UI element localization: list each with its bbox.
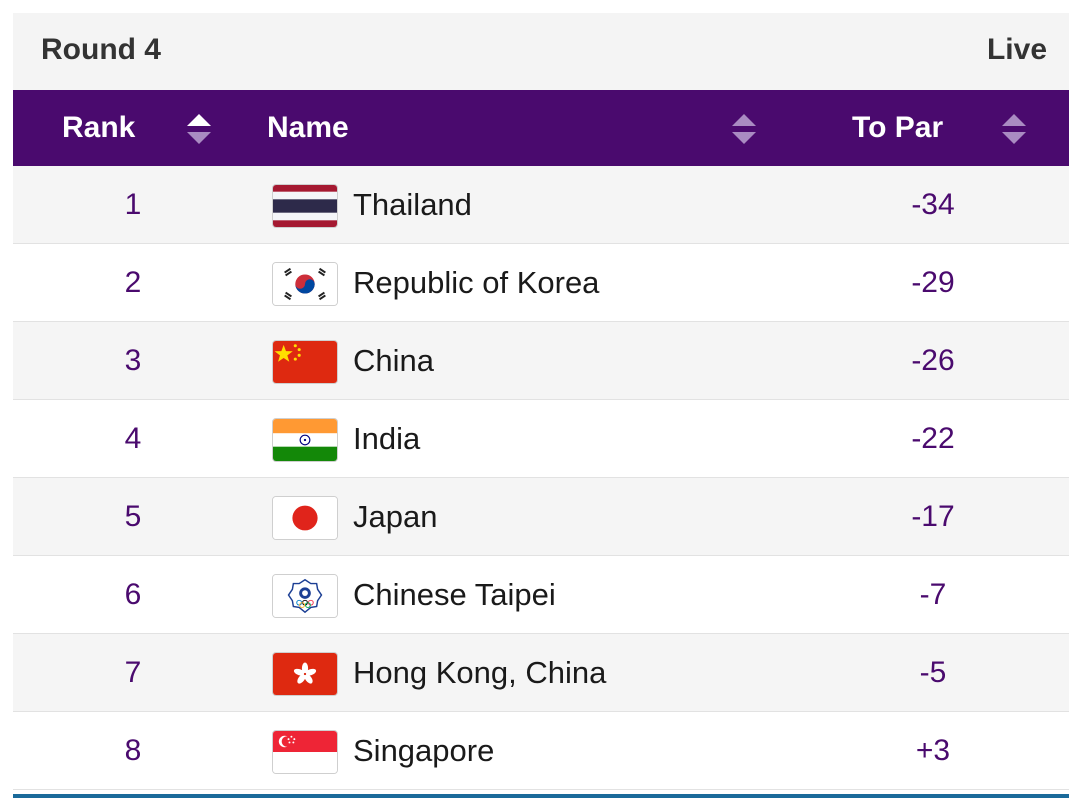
table-row[interactable]: 4 India -22 [13,400,1069,478]
table-row[interactable]: 7 Hong Kong, China -5 [13,634,1069,712]
rank-column-header[interactable]: Rank [62,111,136,144]
rank-cell: 5 [124,500,142,533]
rank-cell: 2 [124,266,142,299]
rank-cell: 6 [124,578,142,611]
to-par-cell: -5 [919,656,947,689]
to-par-cell: -29 [911,266,955,299]
japan-flag-icon [272,496,338,540]
table-row[interactable]: 5 Japan -17 [13,478,1069,556]
team-name: China [353,343,434,378]
team-name: Republic of Korea [353,265,600,300]
to-par-cell: -7 [919,578,947,611]
table-header: Rank Name To Par [13,90,1069,166]
rank-sort-icon[interactable] [185,112,213,146]
to-par-cell: -26 [911,344,955,377]
rank-cell: 7 [124,656,142,689]
to-par-cell: +3 [915,734,951,767]
table-body: 1 Thailand -34 2 [13,166,1069,790]
india-flag-icon [272,418,338,462]
team-name: Singapore [353,733,495,768]
table-row[interactable]: 3 China -26 [13,322,1069,400]
table-row[interactable]: 8 Singapore +3 [13,712,1069,790]
rank-cell: 8 [124,734,142,767]
thailand-flag-icon [272,184,338,228]
table-bottom-rule [13,794,1069,798]
team-name: Hong Kong, China [353,655,607,690]
korea-flag-icon [272,262,338,306]
hong-kong-flag-icon [272,652,338,696]
to-par-cell: -34 [911,188,955,221]
team-name: Chinese Taipei [353,577,556,612]
name-column-header[interactable]: Name [267,111,349,144]
singapore-flag-icon [272,730,338,774]
team-name: Japan [353,499,438,534]
table-row[interactable]: 2 R [13,244,1069,322]
round-bar: Round 4 Live [13,13,1069,90]
rank-cell: 3 [124,344,142,377]
rank-cell: 1 [124,188,142,221]
table-row[interactable]: 6 Chinese Taipei -7 [13,556,1069,634]
rank-cell: 4 [124,422,142,455]
to-par-cell: -17 [911,500,955,533]
team-name: Thailand [353,187,472,222]
live-status: Live [986,33,1047,66]
table-row[interactable]: 1 Thailand -34 [13,166,1069,244]
round-title: Round 4 [41,33,161,66]
to-par-sort-icon[interactable] [1000,112,1028,146]
china-flag-icon [272,340,338,384]
to-par-cell: -22 [911,422,955,455]
team-name: India [353,421,421,456]
chinese-taipei-flag-icon [272,574,338,618]
name-sort-icon[interactable] [730,112,758,146]
to-par-column-header[interactable]: To Par [852,111,944,144]
